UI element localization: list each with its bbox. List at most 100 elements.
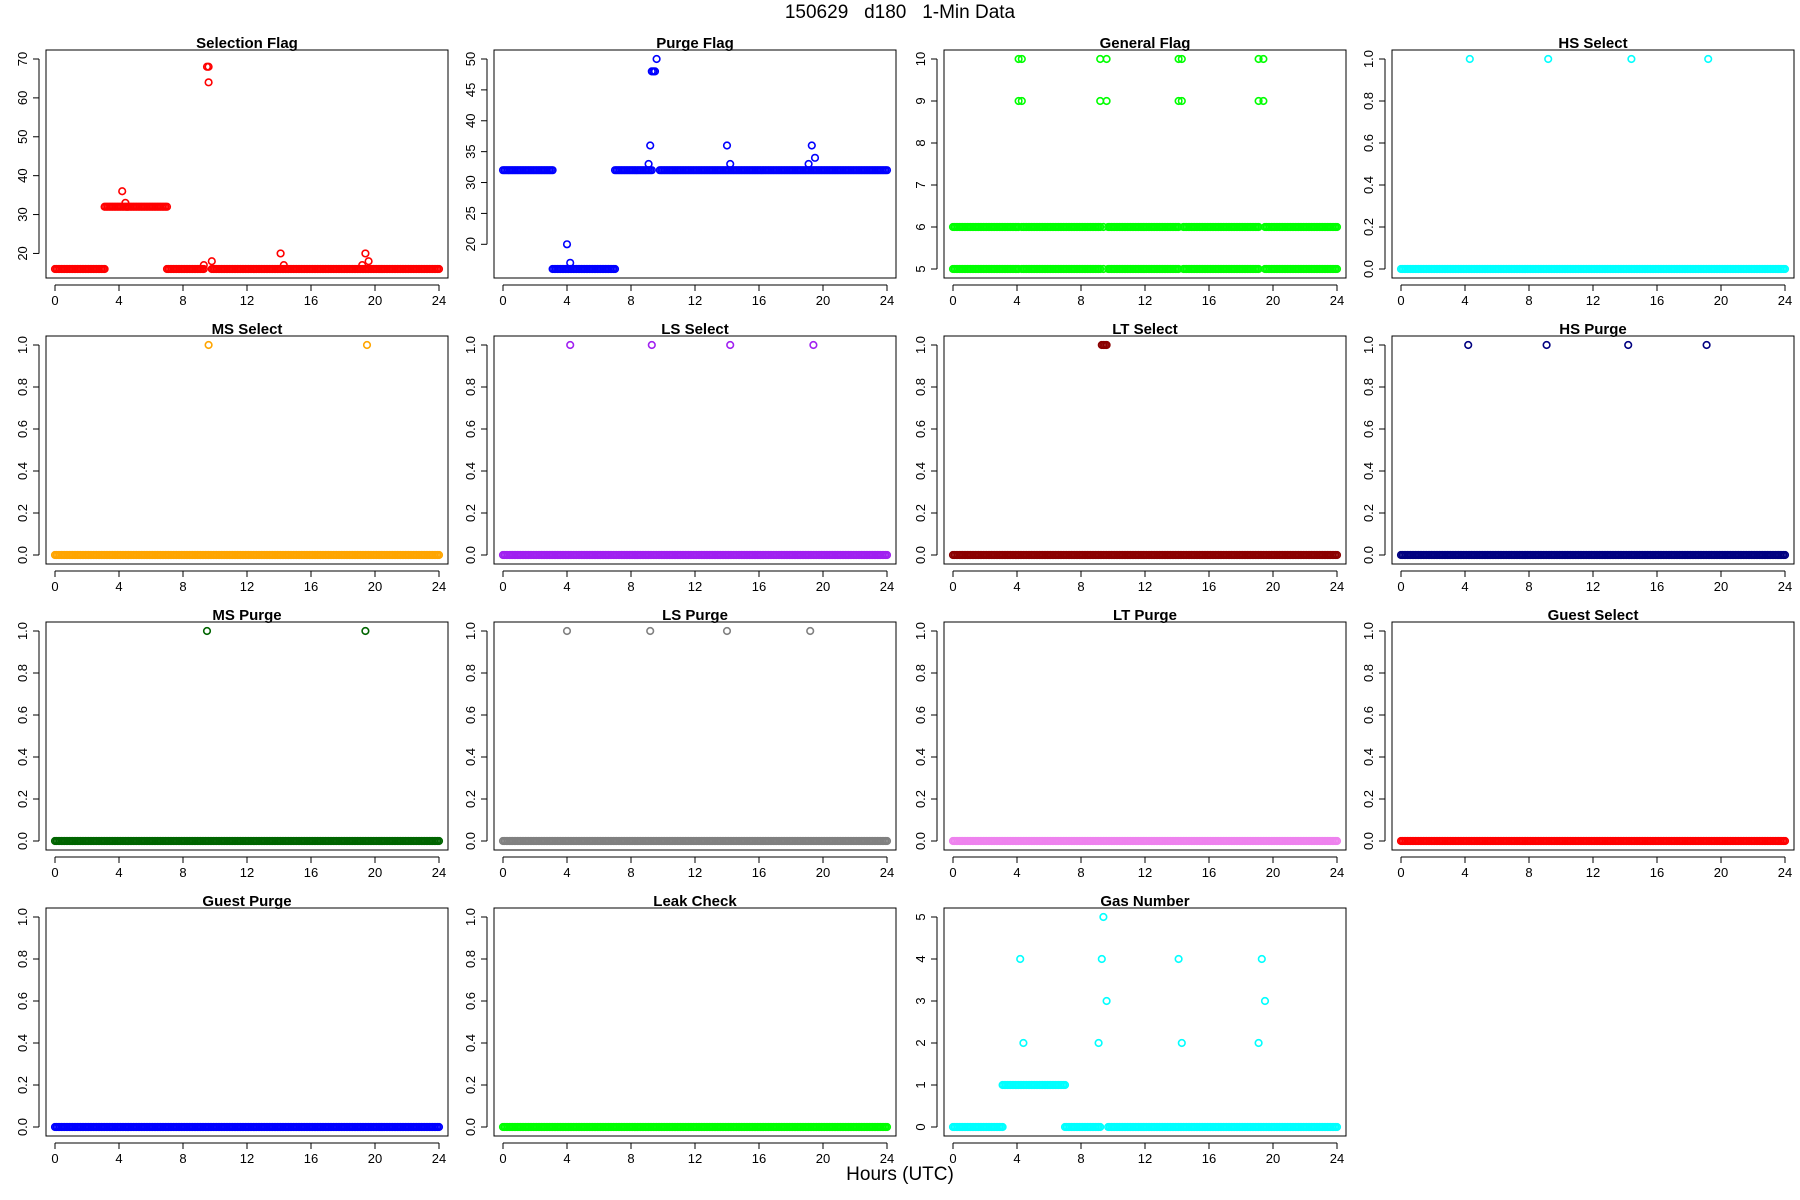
x-tick-label: 4 xyxy=(563,865,570,880)
chart-title: General Flag xyxy=(1100,35,1191,52)
plot-frame xyxy=(943,621,1347,851)
data-point xyxy=(804,159,813,169)
data-run xyxy=(548,264,620,274)
y-tick-label: 20 xyxy=(463,237,478,251)
data-point xyxy=(1465,54,1474,64)
data-run xyxy=(998,1080,1070,1090)
y-tick-label: 35 xyxy=(463,144,478,158)
y-tick-label: 0.8 xyxy=(913,664,928,682)
y-tick-label: 0.0 xyxy=(1361,546,1376,564)
data-point xyxy=(1099,912,1108,922)
x-tick-label: 20 xyxy=(368,1151,382,1166)
data-run xyxy=(207,264,444,274)
y-tick-label: 30 xyxy=(463,175,478,189)
data-run xyxy=(1396,264,1790,274)
x-tick-label: 8 xyxy=(1077,293,1084,308)
y-tick-label: 0.0 xyxy=(15,832,30,850)
y-tick-label: 45 xyxy=(463,83,478,97)
data-point xyxy=(1627,54,1636,64)
data-point xyxy=(1332,836,1342,846)
data-point xyxy=(806,626,815,636)
x-tick-label: 0 xyxy=(949,865,956,880)
data-point xyxy=(1102,54,1111,64)
y-tick-label: 5 xyxy=(913,265,928,272)
x-tick-label: 4 xyxy=(115,579,122,594)
y-tick-label: 1.0 xyxy=(15,908,30,926)
data-point xyxy=(199,264,208,274)
y-tick-label: 0.2 xyxy=(463,790,478,808)
y-tick-label: 1.0 xyxy=(913,336,928,354)
x-tick-label: 8 xyxy=(1525,865,1532,880)
chart-title: Purge Flag xyxy=(656,35,734,52)
x-tick-label: 16 xyxy=(304,579,318,594)
x-tick-label: 0 xyxy=(51,1151,58,1166)
data-run xyxy=(948,222,1023,232)
y-tick-label: 0.4 xyxy=(1361,462,1376,480)
y-tick-label: 40 xyxy=(15,168,30,182)
x-tick-label: 24 xyxy=(432,1151,446,1166)
y-tick-label: 0.6 xyxy=(463,420,478,438)
x-tick-label: 4 xyxy=(563,1151,570,1166)
x-tick-label: 16 xyxy=(1202,865,1216,880)
y-tick-label: 0.4 xyxy=(15,462,30,480)
x-tick-label: 4 xyxy=(1461,293,1468,308)
x-tick-label: 20 xyxy=(1714,579,1728,594)
data-point xyxy=(361,249,370,258)
data-point xyxy=(882,550,892,560)
x-tick-label: 24 xyxy=(880,293,894,308)
y-tick-label: 0.4 xyxy=(1361,748,1376,766)
data-point xyxy=(118,187,127,196)
data-point xyxy=(1174,54,1183,64)
y-tick-label: 0.6 xyxy=(463,992,478,1010)
x-tick-label: 16 xyxy=(752,293,766,308)
data-run xyxy=(1396,550,1790,560)
data-point xyxy=(726,159,735,169)
chart-title: Leak Check xyxy=(653,893,737,910)
data-point xyxy=(722,141,732,150)
y-tick-label: 0.2 xyxy=(463,504,478,522)
x-tick-label: 24 xyxy=(1778,579,1792,594)
x-tick-label: 0 xyxy=(51,865,58,880)
x-tick-label: 16 xyxy=(304,1151,318,1166)
data-point xyxy=(276,249,285,258)
x-tick-label: 4 xyxy=(1013,1151,1020,1166)
x-tick-label: 12 xyxy=(1138,293,1152,308)
data-run xyxy=(948,550,1342,560)
plot-frame xyxy=(45,621,449,851)
y-tick-label: 0.8 xyxy=(15,950,30,968)
plot-frame xyxy=(493,621,897,851)
data-run xyxy=(1104,264,1183,274)
plot-frame xyxy=(493,49,897,279)
y-tick-label: 30 xyxy=(15,207,30,221)
y-tick-label: 60 xyxy=(15,91,30,105)
x-tick-label: 16 xyxy=(1650,293,1664,308)
data-point xyxy=(652,54,661,64)
data-point xyxy=(882,166,892,175)
data-run xyxy=(1104,222,1183,232)
data-point xyxy=(807,141,816,150)
data-run xyxy=(498,166,557,175)
x-tick-label: 20 xyxy=(1714,293,1728,308)
x-tick-label: 8 xyxy=(1077,1151,1084,1166)
y-tick-label: 0.4 xyxy=(15,748,30,766)
y-tick-label: 1.0 xyxy=(15,622,30,640)
data-point xyxy=(644,159,653,169)
chart-title: MS Select xyxy=(212,321,283,338)
data-point xyxy=(434,836,444,846)
y-tick-label: 9 xyxy=(913,97,928,104)
data-point xyxy=(204,62,213,71)
y-tick-label: 0.0 xyxy=(913,546,928,564)
y-tick-label: 0.2 xyxy=(913,790,928,808)
x-tick-label: 12 xyxy=(240,579,254,594)
chart-title: HS Purge xyxy=(1559,321,1627,338)
y-tick-label: 0.4 xyxy=(1361,176,1376,194)
plot-frame xyxy=(1391,49,1795,279)
x-tick-label: 8 xyxy=(1077,579,1084,594)
data-point xyxy=(1102,996,1111,1006)
x-tick-label: 8 xyxy=(179,865,186,880)
data-point xyxy=(998,1122,1007,1132)
x-tick-label: 0 xyxy=(949,579,956,594)
chart-panel: Leak Check 0 4 8 12 16 20 24 0.0 0.2 0.4 0.6 0.8 1.0 xyxy=(463,893,897,1166)
data-run xyxy=(1179,264,1263,274)
y-tick-label: 70 xyxy=(15,52,30,66)
